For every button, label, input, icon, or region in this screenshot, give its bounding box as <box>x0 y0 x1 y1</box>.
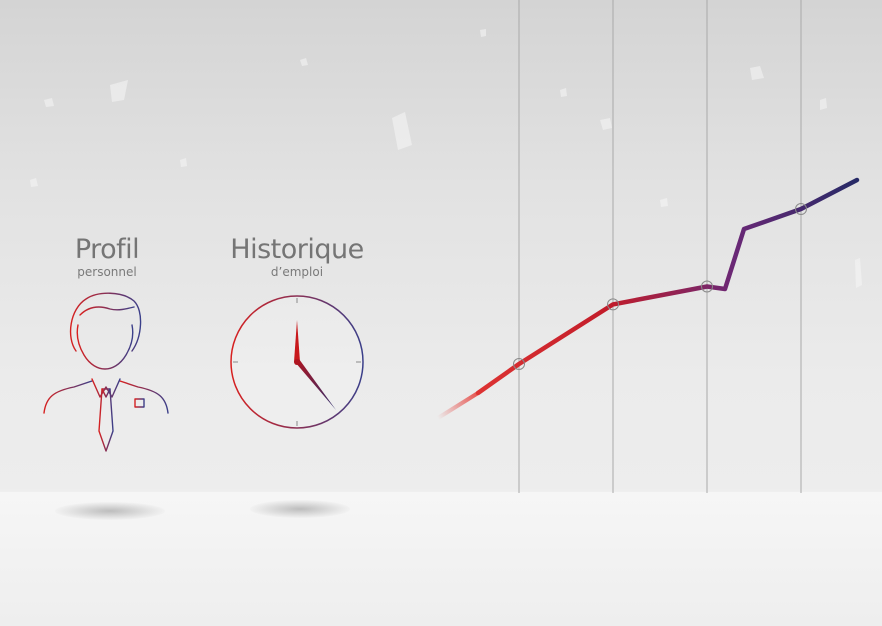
clock-icon <box>230 295 364 429</box>
person-icon <box>43 292 169 452</box>
clock-shadow <box>250 500 350 518</box>
history-section: Historique d’emploi <box>222 234 372 280</box>
data-point-marker <box>513 358 525 370</box>
profile-shadow <box>55 502 165 520</box>
vertical-guide-lines <box>518 0 802 493</box>
profile-subtitle: personnel <box>77 265 137 279</box>
trend-line <box>475 177 860 396</box>
growth-line-chart <box>436 177 860 420</box>
history-subtitle: d’emploi <box>270 265 324 279</box>
profile-section: Profil personnel <box>46 234 168 280</box>
floor <box>0 492 882 626</box>
history-title: Historique <box>230 234 364 265</box>
data-point-marker <box>607 298 619 311</box>
trend-tail <box>436 391 480 420</box>
profile-title: Profil <box>74 234 140 265</box>
data-point-marker <box>795 203 807 216</box>
data-point-marker <box>701 280 713 293</box>
